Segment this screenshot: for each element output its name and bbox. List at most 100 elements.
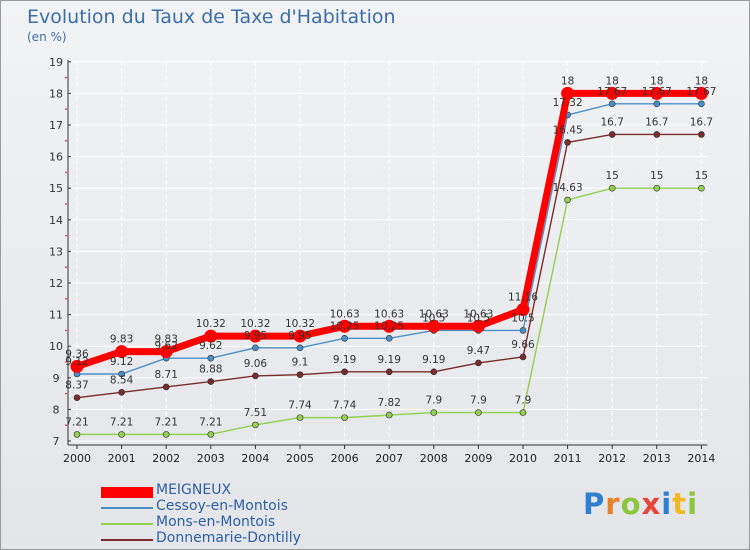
data-point — [252, 372, 259, 380]
data-point — [204, 329, 218, 343]
data-label: 8.37 — [65, 380, 88, 392]
data-point — [207, 431, 215, 438]
y-tick-label: 19 — [49, 56, 63, 69]
data-label: 7.9 — [470, 395, 487, 407]
data-point — [430, 368, 438, 376]
x-tick-label: 2013 — [643, 452, 671, 465]
data-label: 9.12 — [110, 356, 133, 368]
y-minor-tick — [65, 266, 67, 269]
data-point — [653, 100, 661, 108]
data-point — [519, 409, 527, 416]
y-minor-tick — [65, 234, 67, 237]
data-point — [248, 329, 262, 343]
logo-letter: o — [620, 487, 642, 521]
data-label: 7.74 — [333, 400, 357, 412]
y-minor-tick — [65, 361, 67, 363]
legend-label: Donnemarie-Dontilly — [156, 530, 301, 546]
data-label: 18 — [561, 75, 574, 87]
legend-item: Cessoy-en-Montois — [101, 498, 361, 516]
data-point — [608, 131, 616, 138]
x-tick-label: 2005 — [286, 452, 314, 465]
y-minor-tick — [65, 139, 67, 142]
data-label: 10.32 — [285, 318, 315, 330]
data-label: 9.47 — [467, 345, 490, 357]
data-point — [516, 303, 530, 317]
data-point — [296, 414, 304, 421]
y-minor-tick — [65, 76, 67, 79]
data-point — [698, 184, 705, 192]
data-label: 17.32 — [553, 97, 583, 109]
data-label: 17.67 — [597, 86, 627, 98]
y-minor-tick — [65, 108, 67, 111]
data-point — [207, 354, 215, 362]
x-tick-label: 2000 — [63, 452, 91, 465]
logo-letter: t — [672, 487, 688, 521]
data-point — [519, 353, 527, 361]
data-label: 7.9 — [515, 395, 532, 407]
x-tick-label: 2009 — [464, 452, 492, 465]
data-point — [118, 389, 125, 396]
data-label: 10.5 — [467, 312, 490, 324]
data-label: 16.7 — [690, 116, 713, 128]
data-point — [252, 344, 259, 352]
data-label: 7.9 — [425, 395, 442, 407]
y-tick-label: 12 — [49, 277, 63, 290]
data-point — [385, 411, 393, 419]
x-tick-label: 2001 — [108, 452, 136, 465]
data-label: 7.21 — [199, 416, 222, 428]
data-point — [564, 196, 571, 204]
data-point — [162, 431, 170, 438]
data-label: 15 — [606, 170, 619, 182]
x-tick-label: 2011 — [554, 452, 582, 465]
data-label: 14.63 — [553, 182, 583, 194]
data-point — [73, 431, 81, 438]
data-point — [653, 131, 661, 138]
x-tick-label: 2006 — [331, 452, 359, 465]
data-label: 16.45 — [553, 124, 583, 136]
data-label: 10.32 — [196, 318, 226, 330]
data-point — [694, 86, 708, 100]
logo-letter: i — [661, 487, 673, 521]
data-label: 15 — [650, 170, 663, 182]
y-tick-label: 16 — [49, 151, 63, 164]
y-tick-label: 14 — [49, 214, 63, 227]
data-point — [115, 345, 129, 359]
data-point — [608, 100, 616, 108]
data-label: 9.62 — [155, 340, 178, 352]
data-point — [159, 345, 173, 359]
data-point — [296, 344, 304, 352]
y-minor-tick — [65, 171, 67, 174]
data-label: 9.36 — [65, 348, 89, 360]
data-point — [70, 359, 84, 373]
data-point — [698, 131, 705, 138]
data-label: 9.66 — [511, 339, 535, 351]
y-tick-label: 17 — [49, 119, 63, 132]
data-label: 10.63 — [374, 308, 404, 320]
data-label: 10.25 — [330, 320, 360, 332]
data-label: 16.7 — [601, 116, 624, 128]
data-label: 9.19 — [378, 354, 401, 366]
y-axis-unit-label: (en %) — [27, 30, 67, 44]
data-label: 9.95 — [288, 330, 311, 342]
proxiti-logo: Proxiti — [583, 487, 698, 521]
legend-swatch — [101, 523, 153, 525]
data-point — [561, 86, 575, 100]
x-tick-label: 2003 — [197, 452, 225, 465]
y-minor-tick — [65, 203, 67, 205]
data-point — [73, 394, 81, 402]
y-tick-label: 13 — [49, 245, 63, 258]
data-point — [519, 327, 527, 334]
data-point — [293, 329, 307, 343]
data-label: 10.63 — [419, 308, 449, 320]
x-tick-label: 2008 — [420, 452, 448, 465]
y-minor-tick — [65, 329, 67, 332]
x-tick-label: 2002 — [152, 452, 180, 465]
y-tick-label: 10 — [49, 340, 63, 353]
data-point — [653, 184, 661, 192]
legend-label: Mons-en-Montois — [156, 514, 276, 530]
data-point — [118, 431, 125, 438]
x-tick-label: 2007 — [375, 452, 403, 465]
data-label: 10.32 — [240, 318, 270, 330]
